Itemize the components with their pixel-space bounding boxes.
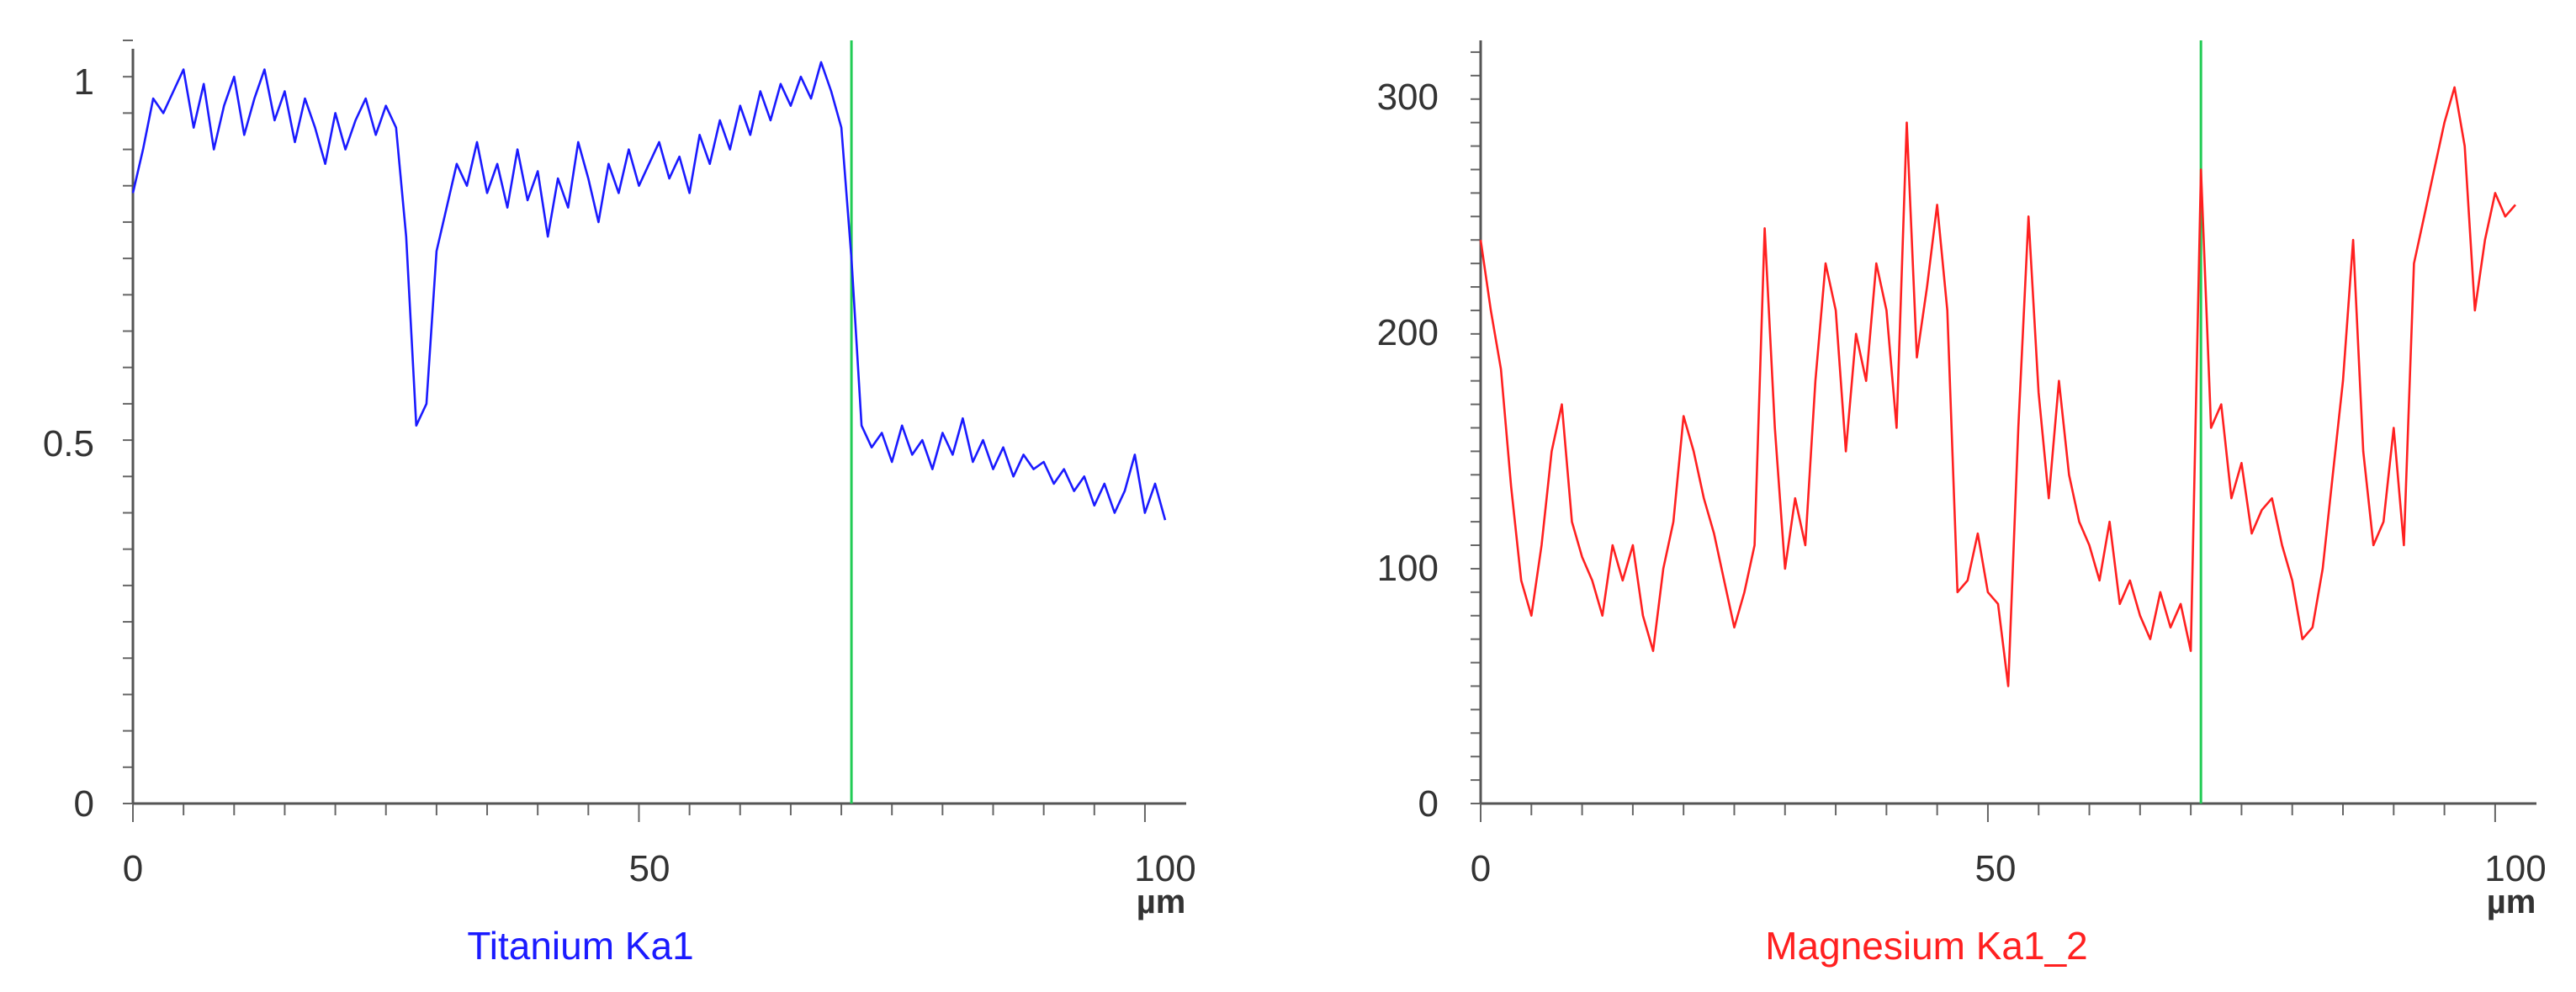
magnesium-series-label: Magnesium Ka1_2 <box>1765 924 2088 968</box>
magnesium-y-tick-label: 100 <box>1377 548 1439 589</box>
magnesium-y-tick-label: 200 <box>1377 312 1439 353</box>
titanium-chart: 0 0.5 1 0 50 100 µm Titanium Ka1 <box>43 40 1196 968</box>
titanium-y-tick-label: 0 <box>74 783 94 825</box>
titanium-x-tick-label: 100 <box>1134 848 1195 889</box>
magnesium-x-unit-label: µm <box>2487 883 2536 920</box>
titanium-y-tick-label: 1 <box>74 61 94 103</box>
titanium-x-tick-label: 50 <box>629 848 671 889</box>
magnesium-y-tick-label: 0 <box>1418 783 1439 825</box>
titanium-y-minor-ticks <box>123 40 1146 822</box>
magnesium-x-tick-label: 0 <box>1471 848 1491 889</box>
magnesium-y-minor-ticks <box>1471 50 2496 822</box>
magnesium-x-tick-label: 50 <box>1975 848 2017 889</box>
magnesium-y-tick-label: 300 <box>1377 77 1439 118</box>
titanium-x-unit-label: µm <box>1137 883 1186 920</box>
titanium-series-label: Titanium Ka1 <box>467 924 693 968</box>
magnesium-series-line <box>1479 86 2516 687</box>
titanium-x-tick-label: 0 <box>123 848 143 889</box>
magnesium-x-tick-label: 100 <box>2484 848 2546 889</box>
magnesium-chart: 0 100 200 300 0 50 100 µm Magnesium Ka1_… <box>1377 40 2547 968</box>
titanium-y-tick-label: 0.5 <box>43 423 94 464</box>
titanium-series-line <box>131 61 1167 521</box>
